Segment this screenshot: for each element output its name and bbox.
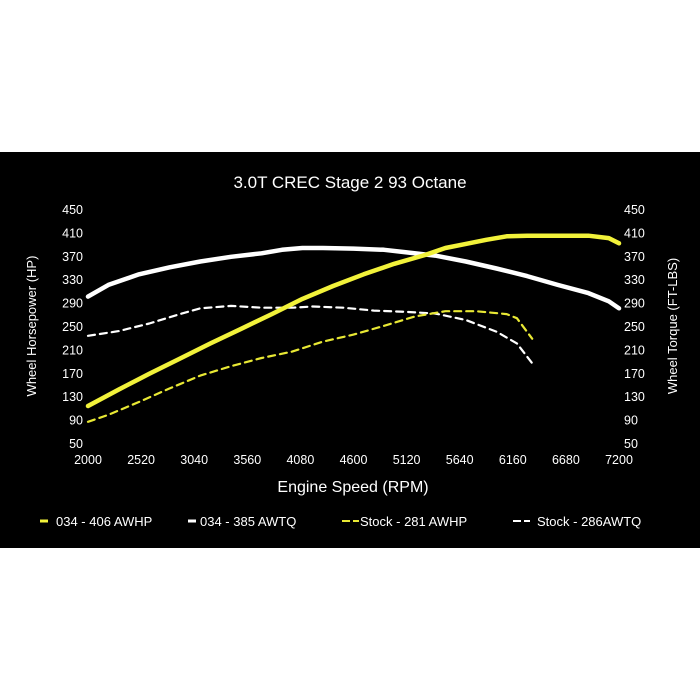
y-tick-label-left: 450 <box>62 203 83 217</box>
x-tick-label: 5640 <box>446 453 474 467</box>
y-tick-label-right: 90 <box>624 414 638 428</box>
y-tick-label-left: 290 <box>62 297 83 311</box>
x-tick-label: 6160 <box>499 453 527 467</box>
legend-label-1: 034 - 406 AWHP <box>56 514 152 529</box>
x-tick-label: 7200 <box>605 453 633 467</box>
x-tick-label: 2000 <box>74 453 102 467</box>
legend: 034 - 406 AWHP 034 - 385 AWTQ Stock - 281 … <box>40 514 641 529</box>
y-tick-label-right: 330 <box>624 273 645 287</box>
y-tick-label-right: 290 <box>624 297 645 311</box>
x-tick-label: 4080 <box>286 453 314 467</box>
y-axis-label-right: Wheel Torque (FT-LBS) <box>665 258 680 394</box>
y-tick-label-left: 330 <box>62 273 83 287</box>
legend-label-4: Stock - 286AWTQ <box>537 514 641 529</box>
y-tick-label-right: 250 <box>624 320 645 334</box>
y-tick-label-left: 50 <box>69 437 83 451</box>
x-tick-label: 5120 <box>393 453 421 467</box>
y-tick-label-left: 170 <box>62 367 83 381</box>
x-tick-label: 4600 <box>340 453 368 467</box>
x-tick-label: 3040 <box>180 453 208 467</box>
legend-label-2: 034 - 385 AWTQ <box>200 514 296 529</box>
series-line-2 <box>85 245 622 311</box>
series-line-4 <box>86 304 534 365</box>
dyno-chart: 3.0T CREC Stage 2 93 Octane Wheel Horsep… <box>24 173 680 529</box>
y-axis-label-left: Wheel Horsepower (HP) <box>24 256 39 397</box>
y-tick-label-right: 210 <box>624 343 645 357</box>
y-tick-label-right: 370 <box>624 250 645 264</box>
legend-label-3: Stock - 281 AWHP <box>360 514 467 529</box>
x-tick-label: 6680 <box>552 453 580 467</box>
y-tick-label-left: 130 <box>62 390 83 404</box>
series-line-1 <box>85 233 622 409</box>
x-tick-label: 2520 <box>127 453 155 467</box>
y-tick-label-left: 250 <box>62 320 83 334</box>
y-tick-label-left: 370 <box>62 250 83 264</box>
y-tick-label-right: 450 <box>624 203 645 217</box>
x-axis-label: Engine Speed (RPM) <box>277 479 428 496</box>
x-tick-label: 3560 <box>233 453 261 467</box>
tick-labels: 2000 2520 3040 3560 4080 4600 5120 5640 6160 6680… <box>62 203 645 467</box>
chart-panel: 3.0T CREC Stage 2 93 Octane Wheel Horsep… <box>0 152 700 548</box>
y-tick-label-left: 410 <box>62 226 83 240</box>
series-lines <box>85 233 622 423</box>
y-tick-label-right: 170 <box>624 367 645 381</box>
y-tick-label-right: 410 <box>624 226 645 240</box>
y-tick-label-right: 50 <box>624 437 638 451</box>
series-line-3 <box>86 310 534 423</box>
y-tick-label-right: 130 <box>624 390 645 404</box>
y-tick-label-left: 210 <box>62 343 83 357</box>
y-tick-label-left: 90 <box>69 414 83 428</box>
chart-title: 3.0T CREC Stage 2 93 Octane <box>233 173 466 192</box>
